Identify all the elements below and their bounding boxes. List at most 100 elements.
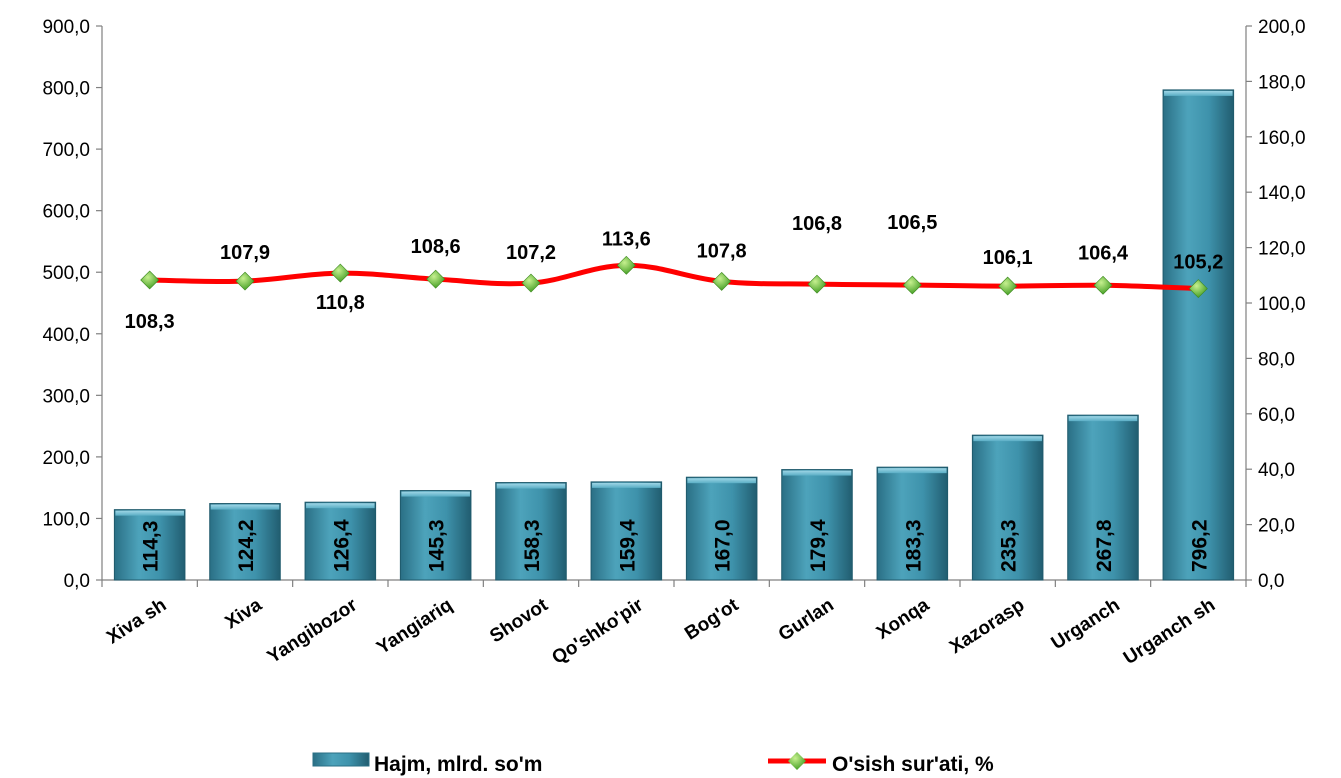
right-y-axis: 0,0 20,0 40,0 60,0 80,0 100,0 120,0 140,0 160,0 1… [1245, 17, 1306, 592]
line-series: 108,3 107,9 110,8 108,6 107,2 113,6 107,8 106,8… [125, 212, 1224, 333]
left-y-axis: 0,0 100,0 200,0 300,0 400,0 500,0 600,0 700,0 80… [42, 17, 103, 592]
bar-value-label: 124,2 [235, 519, 258, 572]
x-tick-label: Gurlan [775, 595, 838, 646]
line-marker [426, 269, 446, 289]
x-tick-label: Yangiariq [373, 595, 456, 659]
x-tick-label: Qo'shko'pir [548, 594, 647, 669]
bar-value-label: 159,4 [616, 519, 639, 572]
series-line [149, 262, 1199, 292]
bar [1162, 89, 1235, 581]
legend-label-line: O'sish sur'ati, % [832, 753, 994, 776]
bar-top-highlight [210, 504, 280, 510]
line-value-label: 106,4 [1078, 242, 1129, 264]
bar [971, 434, 1044, 581]
left-tick-label: 900,0 [42, 17, 90, 38]
right-tick-label: 60,0 [1258, 405, 1295, 426]
x-tick-label: Shovot [486, 594, 552, 647]
legend-label-bars: Hajm, mlrd. so'm [374, 753, 542, 776]
bar-value-label: 126,4 [330, 519, 353, 572]
bar-value-label: 183,3 [902, 519, 925, 572]
line-marker [1093, 275, 1113, 295]
bar-top-highlight [401, 491, 470, 497]
bar-value-label: 235,3 [998, 519, 1021, 572]
bar-top-highlight [1068, 416, 1138, 422]
bar [495, 482, 567, 581]
line-marker [235, 271, 255, 291]
line-value-label: 107,2 [506, 242, 556, 264]
right-tick-label: 140,0 [1258, 183, 1306, 204]
line-value-label: 106,1 [983, 247, 1033, 269]
bar-top-highlight [687, 478, 756, 484]
line-marker [521, 273, 541, 293]
line-marker [616, 255, 636, 275]
line-marker [998, 276, 1018, 296]
bar-top-highlight [1164, 90, 1233, 96]
x-tick-label: Xiva sh [103, 595, 170, 649]
line-value-label: 110,8 [316, 292, 365, 314]
left-tick-label: 100,0 [42, 509, 90, 530]
bar-value-label: 179,4 [807, 519, 830, 572]
legend-item-bars: Hajm, mlrd. so'm [312, 752, 542, 776]
right-tick-label: 120,0 [1258, 239, 1306, 260]
x-tick-label: Yangibozor [264, 594, 362, 668]
bar-value-label: 114,3 [140, 521, 163, 572]
bar-top-highlight [782, 470, 852, 476]
bar [685, 476, 758, 581]
line-value-label: 113,6 [602, 228, 651, 250]
x-tick-label: Urganch sh [1120, 595, 1219, 670]
line-value-label: 108,6 [411, 236, 461, 258]
right-tick-label: 40,0 [1258, 460, 1295, 481]
bar [876, 466, 949, 581]
bar [781, 469, 853, 581]
bar-top-highlight [973, 436, 1042, 442]
right-tick-label: 180,0 [1258, 72, 1306, 93]
x-tick-label: Bog'ot [681, 594, 743, 644]
bar-top-highlight [115, 510, 184, 516]
bar-top-highlight [496, 483, 566, 489]
line-value-label: 107,8 [697, 240, 747, 262]
line-marker [330, 263, 350, 283]
x-tick-label: Xazorasp [946, 595, 1028, 659]
legend: Hajm, mlrd. so'm O'sish sur'ati, % [312, 752, 994, 776]
right-tick-label: 20,0 [1258, 516, 1295, 537]
bar-value-label: 158,3 [521, 519, 544, 572]
bar-value-label: 167,0 [712, 519, 735, 572]
bar [209, 503, 281, 581]
line-marker [807, 274, 827, 294]
bar-value-label: 267,8 [1093, 519, 1116, 572]
line-marker [712, 271, 732, 291]
line-value-label: 108,3 [125, 311, 175, 333]
legend-item-line: O'sish sur'ati, % [768, 752, 994, 776]
bar-top-highlight [306, 503, 375, 509]
line-marker [1188, 279, 1208, 299]
left-tick-label: 500,0 [42, 263, 90, 284]
left-tick-label: 300,0 [42, 386, 90, 407]
bar-value-label: 796,2 [1188, 519, 1211, 572]
bar-top-highlight [878, 468, 947, 474]
legend-marker-icon [788, 752, 806, 770]
bar [399, 490, 472, 581]
right-tick-label: 100,0 [1258, 294, 1306, 315]
line-value-label: 106,5 [887, 212, 937, 234]
left-tick-label: 800,0 [42, 79, 90, 100]
left-tick-label: 600,0 [42, 202, 90, 223]
bar-top-highlight [592, 482, 661, 488]
x-tick-label: Xonqa [873, 594, 933, 643]
x-tick-label: Xiva [221, 594, 266, 633]
x-tick-label: Urganch [1048, 595, 1124, 655]
right-tick-label: 80,0 [1258, 349, 1295, 370]
line-marker [902, 275, 922, 295]
line-value-label: 106,8 [792, 213, 842, 235]
bar-value-label: 145,3 [426, 519, 449, 572]
line-marker [140, 270, 160, 290]
left-tick-label: 700,0 [42, 140, 90, 161]
bar [304, 501, 377, 581]
bar [113, 509, 186, 581]
left-tick-label: 400,0 [42, 325, 90, 346]
right-tick-label: 160,0 [1258, 128, 1306, 149]
legend-bar-swatch [312, 752, 370, 767]
left-tick-label: 0,0 [64, 571, 90, 592]
right-tick-label: 200,0 [1258, 17, 1306, 38]
